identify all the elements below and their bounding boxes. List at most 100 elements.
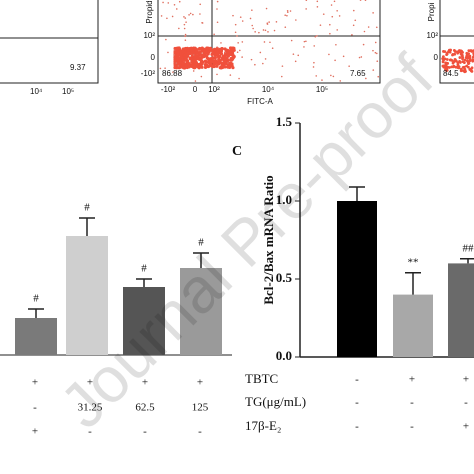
dot <box>231 66 235 70</box>
dot <box>465 54 469 58</box>
dot <box>173 49 176 51</box>
dot <box>305 0 308 2</box>
dot <box>239 49 241 52</box>
panel-letter: C <box>232 144 242 159</box>
dot <box>173 53 175 56</box>
dot <box>215 64 219 68</box>
dot <box>217 61 221 65</box>
dot <box>200 61 204 65</box>
dot <box>181 58 185 62</box>
dot <box>364 0 367 1</box>
dot <box>220 47 224 51</box>
dot <box>208 62 213 67</box>
dot <box>206 57 210 61</box>
dot <box>176 54 180 58</box>
dot <box>223 65 227 69</box>
x-tick: 10⁵ <box>62 87 74 96</box>
bar <box>123 287 165 355</box>
dot <box>447 50 451 53</box>
quadrant-value: 84.5 <box>443 69 459 78</box>
dot <box>463 58 467 62</box>
dot <box>184 35 187 37</box>
dot <box>249 17 252 20</box>
dot <box>336 10 338 12</box>
dot <box>229 58 233 62</box>
dot <box>295 19 297 21</box>
dot <box>183 47 188 51</box>
dot <box>230 51 234 55</box>
dot <box>363 30 366 33</box>
dot <box>223 47 227 51</box>
dot <box>471 55 474 59</box>
dot <box>372 49 374 52</box>
y-tick: 10² <box>143 31 155 40</box>
dot <box>215 46 219 51</box>
dot <box>375 26 378 29</box>
dot <box>175 8 178 10</box>
condition: + <box>409 374 415 386</box>
dot <box>236 51 239 54</box>
dot <box>219 51 224 56</box>
dot <box>165 38 167 41</box>
dot <box>200 47 204 51</box>
dot <box>303 40 306 43</box>
dot <box>214 61 218 66</box>
dot <box>267 31 269 33</box>
dot <box>354 19 357 22</box>
dot <box>465 59 469 63</box>
y-tick-label: 1.5 <box>276 114 293 129</box>
dot <box>185 21 187 23</box>
dot <box>216 8 218 10</box>
dot <box>220 42 222 44</box>
dot <box>225 53 230 57</box>
dot <box>171 15 174 18</box>
bar <box>393 294 433 357</box>
dot <box>189 46 193 50</box>
dot <box>284 26 287 29</box>
dot <box>167 2 170 4</box>
dot <box>338 15 341 17</box>
dot <box>451 53 455 56</box>
dot <box>217 57 221 61</box>
condition: + <box>197 377 203 389</box>
dot <box>377 75 380 78</box>
dot <box>314 35 317 38</box>
dot <box>232 55 236 59</box>
dot <box>241 41 244 43</box>
dot <box>194 80 197 82</box>
dot <box>329 32 331 35</box>
dot <box>223 55 227 59</box>
dot <box>164 67 166 69</box>
dot <box>187 51 191 55</box>
dot <box>184 33 187 36</box>
dot <box>254 63 256 66</box>
dot <box>229 74 232 76</box>
dot <box>266 22 269 24</box>
dot <box>315 75 318 77</box>
dot <box>453 58 457 61</box>
dot <box>183 16 185 18</box>
dot <box>454 65 458 69</box>
dot <box>466 65 470 69</box>
dot <box>263 41 266 43</box>
dot <box>443 50 447 54</box>
condition: - <box>143 426 147 438</box>
y-tick-label: 0.5 <box>276 270 293 285</box>
y-label: Bcl-2/Bax mRNA Ratio <box>261 175 276 304</box>
dot <box>160 15 163 17</box>
dot <box>329 23 331 26</box>
dot <box>284 14 286 16</box>
x-tick: 10⁴ <box>262 85 275 94</box>
dot <box>232 46 236 50</box>
dot <box>222 60 227 64</box>
dot <box>471 59 474 63</box>
dot <box>305 8 307 10</box>
dot <box>262 62 264 65</box>
condition: + <box>32 377 38 389</box>
dot <box>286 11 289 13</box>
annotation: ** <box>408 256 419 268</box>
dot <box>441 57 445 61</box>
dot <box>250 58 253 61</box>
dot <box>468 54 471 58</box>
